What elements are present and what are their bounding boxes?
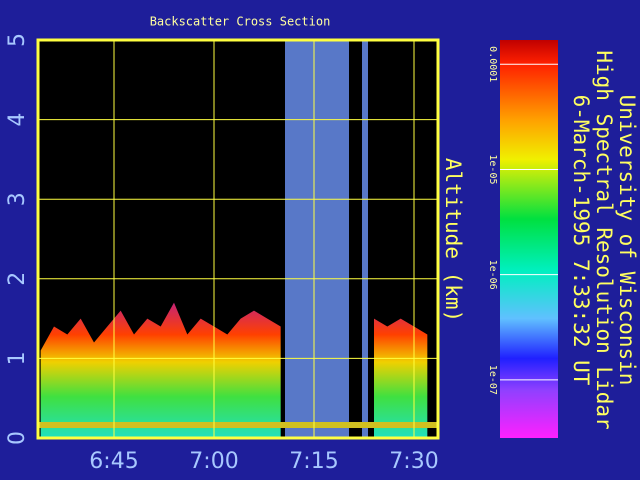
backscatter-area <box>40 302 428 438</box>
ground-layer <box>38 422 438 428</box>
no-data-band <box>285 40 349 438</box>
no-data-band <box>362 40 368 438</box>
colorbar-tick-label: 0.0001 <box>487 46 498 82</box>
x-tick-label: 6:45 <box>89 449 138 474</box>
y-tick-label: 2 <box>5 272 30 286</box>
colorbar-tick-label: 1e-05 <box>487 154 498 184</box>
y-tick-label: 0 <box>5 431 30 445</box>
colorbar-tick-label: 1e-07 <box>487 365 498 395</box>
colorbar-tick-label: 1e-06 <box>487 260 498 290</box>
y-tick-label: 3 <box>5 192 30 206</box>
y-tick-label: 5 <box>5 33 30 47</box>
y-axis-label: Altitude (km) <box>441 158 465 322</box>
info-line: 6-March-1995 7:33:32 UT <box>569 95 593 386</box>
info-line: University of Wisconsin <box>615 95 639 386</box>
y-tick-label: 1 <box>5 351 30 365</box>
x-tick-label: 7:15 <box>289 449 338 474</box>
chart-title: Backscatter Cross Section <box>150 15 331 29</box>
colorbar <box>500 40 558 438</box>
y-tick-label: 4 <box>5 113 30 127</box>
x-tick-label: 7:30 <box>389 449 438 474</box>
x-tick-label: 7:00 <box>189 449 238 474</box>
info-line: High Spectral Resolution Lidar <box>592 50 616 429</box>
